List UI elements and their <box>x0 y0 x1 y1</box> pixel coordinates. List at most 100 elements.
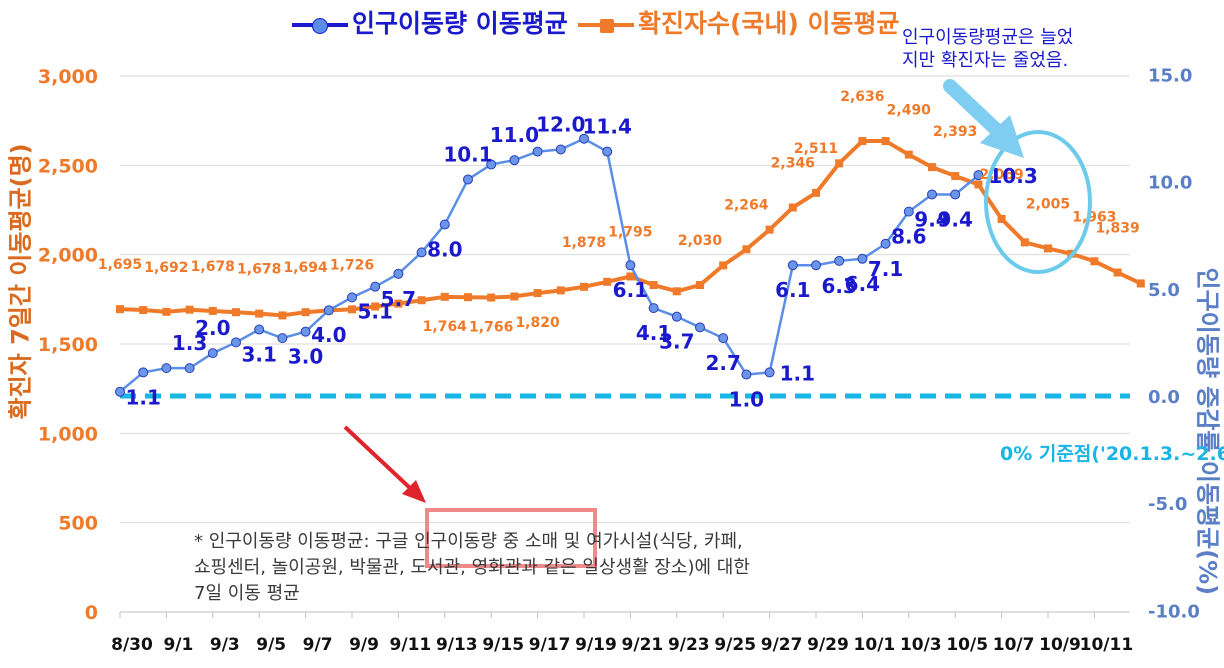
cases-point <box>1090 257 1099 266</box>
mobility-point <box>602 146 613 157</box>
mobility-data-label: 9.4 <box>914 207 949 231</box>
highlight-box <box>425 508 597 568</box>
footnote-line-1-prefix: * 인구이동량 이동평균: <box>194 531 376 552</box>
mobility-point <box>579 133 589 144</box>
mobility-point <box>370 281 381 292</box>
legend-mobility-marker-icon <box>292 18 348 34</box>
x-tick-label: 9/13 <box>436 635 478 655</box>
mobility-data-label: 2.0 <box>195 316 230 340</box>
cases-point <box>232 308 240 317</box>
mobility-point <box>254 324 265 335</box>
cases-point <box>742 245 751 254</box>
mobility-point <box>323 305 334 316</box>
mobility-point <box>857 253 868 264</box>
mobility-point <box>115 386 125 397</box>
cases-data-label: 1,726 <box>330 257 374 273</box>
mobility-point <box>764 367 775 378</box>
mobility-point <box>486 159 497 170</box>
mobility-data-label: 1.3 <box>172 331 207 355</box>
mobility-data-label: 9.4 <box>937 207 972 231</box>
mobility-point <box>880 238 891 249</box>
cases-data-label: 1,692 <box>144 260 188 276</box>
cases-point <box>626 272 635 281</box>
cases-point <box>719 261 728 270</box>
zero-reference-label: 0% 기준점('20.1.3.~2.6) <box>1000 443 1224 465</box>
cases-point <box>487 293 496 302</box>
cases-point <box>116 305 124 314</box>
cases-data-label: 1,695 <box>98 257 142 273</box>
cases-point <box>1020 238 1029 247</box>
x-tick-label: 9/23 <box>668 635 710 655</box>
cases-point <box>162 307 171 316</box>
cases-point <box>185 305 194 314</box>
top-annotation: 인구이동량평균은 늘었 지만 확진자는 줄었음. <box>902 26 1073 72</box>
x-tick-label: 9/19 <box>575 635 617 655</box>
cases-data-label: 1,795 <box>608 224 652 240</box>
cases-point <box>1044 244 1052 253</box>
cases-point <box>1136 279 1145 288</box>
cases-point <box>904 150 913 159</box>
right-tick-label: 0.0 <box>1148 387 1180 408</box>
x-tick-label: 9/5 <box>256 635 286 655</box>
mobility-point <box>161 363 172 374</box>
cases-data-label: 1,766 <box>469 320 513 336</box>
right-tick-label: 15.0 <box>1148 65 1192 86</box>
cases-data-label: 2,393 <box>933 124 977 140</box>
x-tick-label: 9/11 <box>390 635 432 655</box>
cases-point <box>788 203 797 212</box>
right-tick-label: -5.0 <box>1148 494 1187 515</box>
footnote: * 인구이동량 이동평균: 구글 인구이동량 중 소매 및 여가시설(식당, 카… <box>194 529 954 607</box>
cases-data-label: 1,839 <box>1095 221 1139 237</box>
cases-data-label: 2,030 <box>678 233 723 249</box>
mobility-point <box>347 292 357 303</box>
cases-point <box>858 137 867 146</box>
left-tick-label: 3,000 <box>38 66 98 88</box>
cases-point <box>255 309 264 318</box>
mobility-data-label: 4.0 <box>311 323 346 347</box>
mobility-data-label: 5.1 <box>357 300 392 324</box>
cases-data-label: 2,005 <box>1026 196 1070 212</box>
cases-point <box>765 225 774 234</box>
top-annotation-line-1: 인구이동량평균은 늘었 <box>902 27 1074 48</box>
mobility-point <box>950 189 961 200</box>
cases-point <box>1113 268 1122 277</box>
legend-cases: 확진자수(국내) 이동평균 <box>578 4 900 40</box>
cases-data-label: 1,764 <box>423 319 468 335</box>
mobility-point <box>973 170 984 181</box>
cases-point <box>812 188 820 197</box>
x-tick-label: 9/17 <box>529 635 571 655</box>
mobility-data-label: 3.7 <box>659 330 694 354</box>
cases-point <box>348 305 356 314</box>
mobility-data-label: 6.1 <box>775 278 810 302</box>
left-tick-label: 1,000 <box>38 423 98 445</box>
left-tick-label: 2,500 <box>38 155 98 177</box>
cases-data-label: 2,511 <box>794 141 838 157</box>
cases-point <box>997 214 1006 223</box>
mobility-data-label: 2.7 <box>705 351 740 375</box>
mobility-data-label: 11.4 <box>583 115 632 139</box>
right-tick-label: 10.0 <box>1148 173 1192 194</box>
footnote-line-2: 쇼핑센터, 놀이공원, 박물관, 도서관, 영화관과 같은 일상생활 장소)에 … <box>194 557 750 578</box>
mobility-point <box>927 189 937 200</box>
mobility-point <box>509 155 520 166</box>
x-tick-label: 8/30 <box>111 635 153 655</box>
mobility-point <box>207 348 218 359</box>
right-axis-title: 인구이동량 증감률 이동평균(%) <box>1193 267 1222 596</box>
mobility-point <box>811 260 821 271</box>
mobility-point <box>138 367 149 378</box>
cases-data-label: 2,346 <box>771 155 815 171</box>
cases-point <box>974 180 983 189</box>
cases-data-label: 2,490 <box>887 103 932 119</box>
cases-point <box>533 289 542 298</box>
footnote-line-1-suffix: 중 소매 및 여가시설(식당, 카페, <box>496 531 743 552</box>
cases-data-label: 2,636 <box>840 89 884 105</box>
mobility-point <box>625 260 636 271</box>
cases-point <box>464 293 472 302</box>
cases-point <box>928 163 936 172</box>
blue-arrow-head-icon <box>980 115 1024 158</box>
cases-point <box>580 282 588 291</box>
mobility-data-label: 4.1 <box>636 321 671 345</box>
cases-point <box>649 281 658 290</box>
mobility-point <box>416 247 427 258</box>
